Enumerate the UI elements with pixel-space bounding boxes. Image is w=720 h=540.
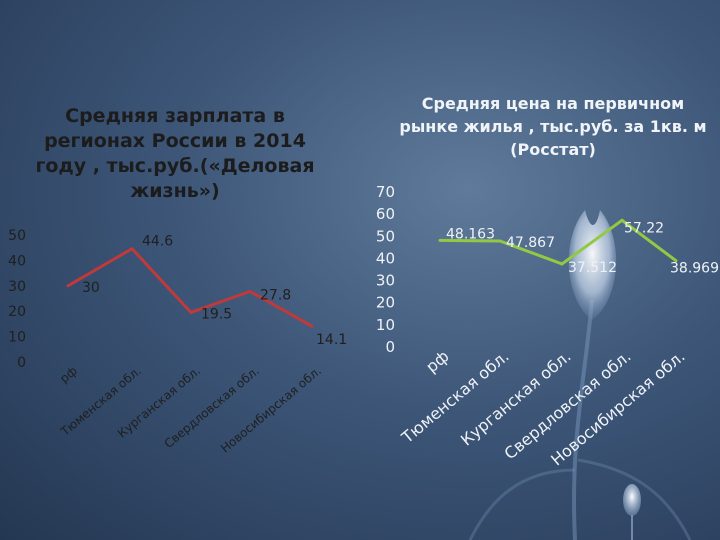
data-point	[498, 239, 502, 243]
category-label: Тюменская обл.	[397, 347, 512, 448]
data-label: 37.512	[568, 260, 617, 276]
data-label: 44.6	[142, 234, 173, 250]
y-tick-label: 0	[17, 355, 26, 371]
chart-title-salary: Средняя зарплата в регионах России в 201…	[35, 105, 315, 202]
y-tick-label: 50	[8, 228, 26, 244]
data-label: 30	[82, 280, 100, 296]
y-tick-label: 10	[376, 316, 395, 334]
y-tick-label: 30	[376, 272, 395, 290]
data-label: 27.8	[260, 287, 291, 303]
y-tick-label: 20	[8, 304, 26, 320]
data-point	[310, 324, 314, 328]
y-tick-label: 10	[8, 330, 26, 346]
data-point	[674, 259, 678, 263]
y-tick-label: 50	[376, 227, 395, 245]
data-point	[189, 310, 193, 314]
y-tick-label: 20	[376, 294, 395, 312]
y-tick-label: 30	[8, 279, 26, 295]
data-label: 14.1	[316, 332, 347, 348]
y-tick-label: 40	[376, 249, 395, 267]
y-tick-label: 60	[376, 205, 395, 223]
data-point	[438, 238, 442, 242]
category-label: Курганская обл.	[457, 347, 575, 450]
category-label: рф	[422, 347, 452, 377]
y-tick-label: 0	[385, 338, 395, 356]
data-point	[130, 247, 134, 251]
data-point	[248, 289, 252, 293]
data-label: 38.969	[670, 261, 719, 277]
y-tick-label: 40	[8, 253, 26, 269]
data-label: 19.5	[201, 306, 232, 322]
data-point	[66, 284, 70, 288]
data-point	[620, 218, 624, 222]
data-label: 57.22	[624, 220, 664, 236]
data-label: 48.163	[446, 226, 495, 242]
data-point	[560, 262, 564, 266]
y-tick-label: 70	[376, 183, 395, 201]
data-label: 47.867	[506, 235, 555, 251]
chart-title-housing-price: Средняя цена на первичном рынке жилья , …	[399, 94, 707, 159]
